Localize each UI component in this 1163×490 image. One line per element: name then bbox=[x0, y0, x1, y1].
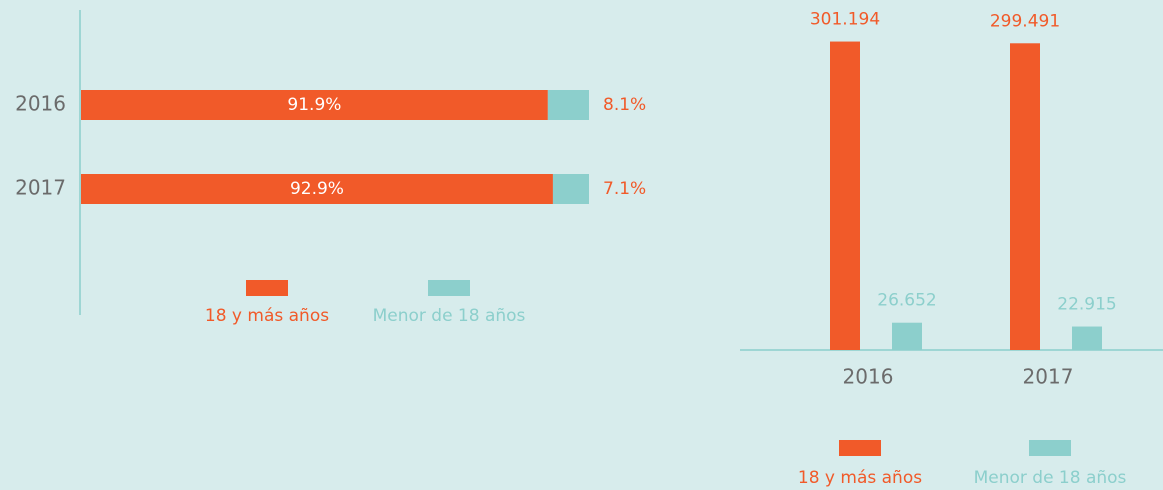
bar-segment bbox=[81, 174, 553, 204]
value-label: 22.915 bbox=[1057, 295, 1116, 315]
value-label: 26.652 bbox=[877, 291, 936, 311]
value-label: 91.9% bbox=[287, 95, 341, 115]
bar-segment bbox=[552, 174, 589, 204]
legend-label: 18 y más años bbox=[205, 306, 329, 326]
value-label: 8.1% bbox=[603, 95, 646, 115]
bar bbox=[1010, 43, 1040, 350]
legend-swatch bbox=[839, 440, 881, 456]
value-label: 92.9% bbox=[290, 179, 344, 199]
legend-swatch bbox=[1029, 440, 1071, 456]
bar-segment bbox=[81, 90, 548, 120]
legend-swatch bbox=[246, 280, 288, 296]
x-tick-label: 2017 bbox=[1023, 365, 1074, 389]
x-tick-label: 2016 bbox=[843, 365, 894, 389]
value-label: 301.194 bbox=[810, 10, 880, 30]
legend-label: Menor de 18 años bbox=[974, 468, 1127, 488]
y-tick-label: 2016 bbox=[15, 92, 66, 116]
value-label: 299.491 bbox=[990, 11, 1060, 31]
bar-segment bbox=[547, 90, 589, 120]
bar bbox=[892, 322, 922, 350]
y-tick-label: 2017 bbox=[15, 176, 66, 200]
legend-swatch bbox=[428, 280, 470, 296]
legend-label: 18 y más años bbox=[798, 468, 922, 488]
bar bbox=[1072, 326, 1102, 350]
legend-label: Menor de 18 años bbox=[373, 306, 526, 326]
bar bbox=[830, 41, 860, 351]
value-label: 7.1% bbox=[603, 179, 646, 199]
